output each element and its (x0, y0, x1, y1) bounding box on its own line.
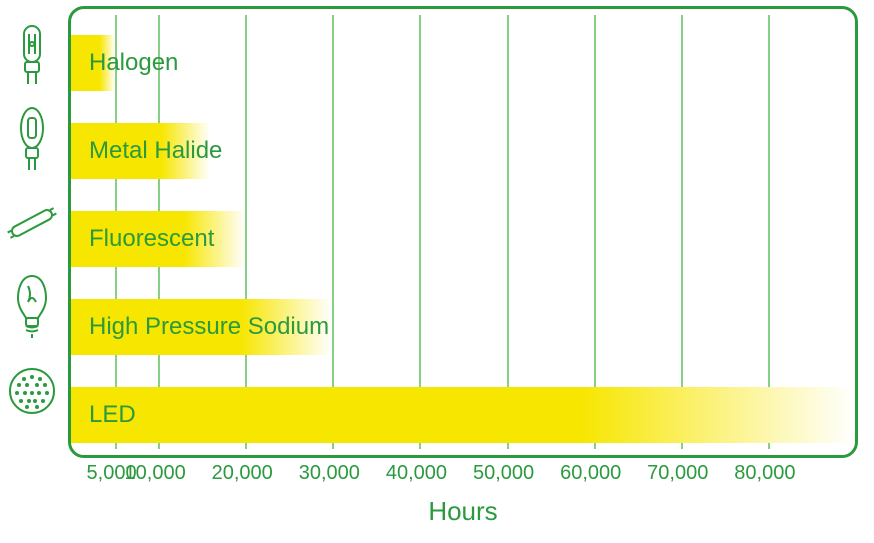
bar-label: LED (89, 401, 136, 429)
bulb-icon-column (8, 20, 60, 440)
bar (71, 387, 855, 443)
plot-area: Halogen Metal Halide Fluorescent High Press… (71, 9, 855, 455)
bar-label: High Pressure Sodium (89, 313, 329, 341)
bar-row: High Pressure Sodium (71, 299, 855, 355)
x-tick: 80,000 (734, 462, 795, 485)
x-tick: 20,000 (212, 462, 273, 485)
x-tick: 40,000 (386, 462, 447, 485)
x-tick: 60,000 (560, 462, 621, 485)
halogen-bulb-icon (8, 20, 56, 90)
bar-row: Halogen (71, 35, 855, 91)
fluorescent-tube-icon (8, 188, 56, 258)
led-array-icon (8, 356, 56, 426)
bar-label: Halogen (89, 49, 178, 77)
metal-halide-bulb-icon (8, 104, 56, 174)
bar-row: LED (71, 387, 855, 443)
x-tick: 50,000 (473, 462, 534, 485)
bar-label: Fluorescent (89, 225, 214, 253)
hps-bulb-icon (8, 272, 56, 342)
x-tick: 30,000 (299, 462, 360, 485)
bar-row: Fluorescent (71, 211, 855, 267)
bar-label: Metal Halide (89, 137, 222, 165)
x-tick: 10,000 (125, 462, 186, 485)
x-axis-title: Hours (68, 496, 858, 527)
x-tick: 70,000 (647, 462, 708, 485)
bar-row: Metal Halide (71, 123, 855, 179)
x-axis-ticks: 5,00010,00020,00030,00040,00050,00060,00… (68, 462, 858, 496)
chart-frame: Halogen Metal Halide Fluorescent High Press… (68, 6, 858, 458)
